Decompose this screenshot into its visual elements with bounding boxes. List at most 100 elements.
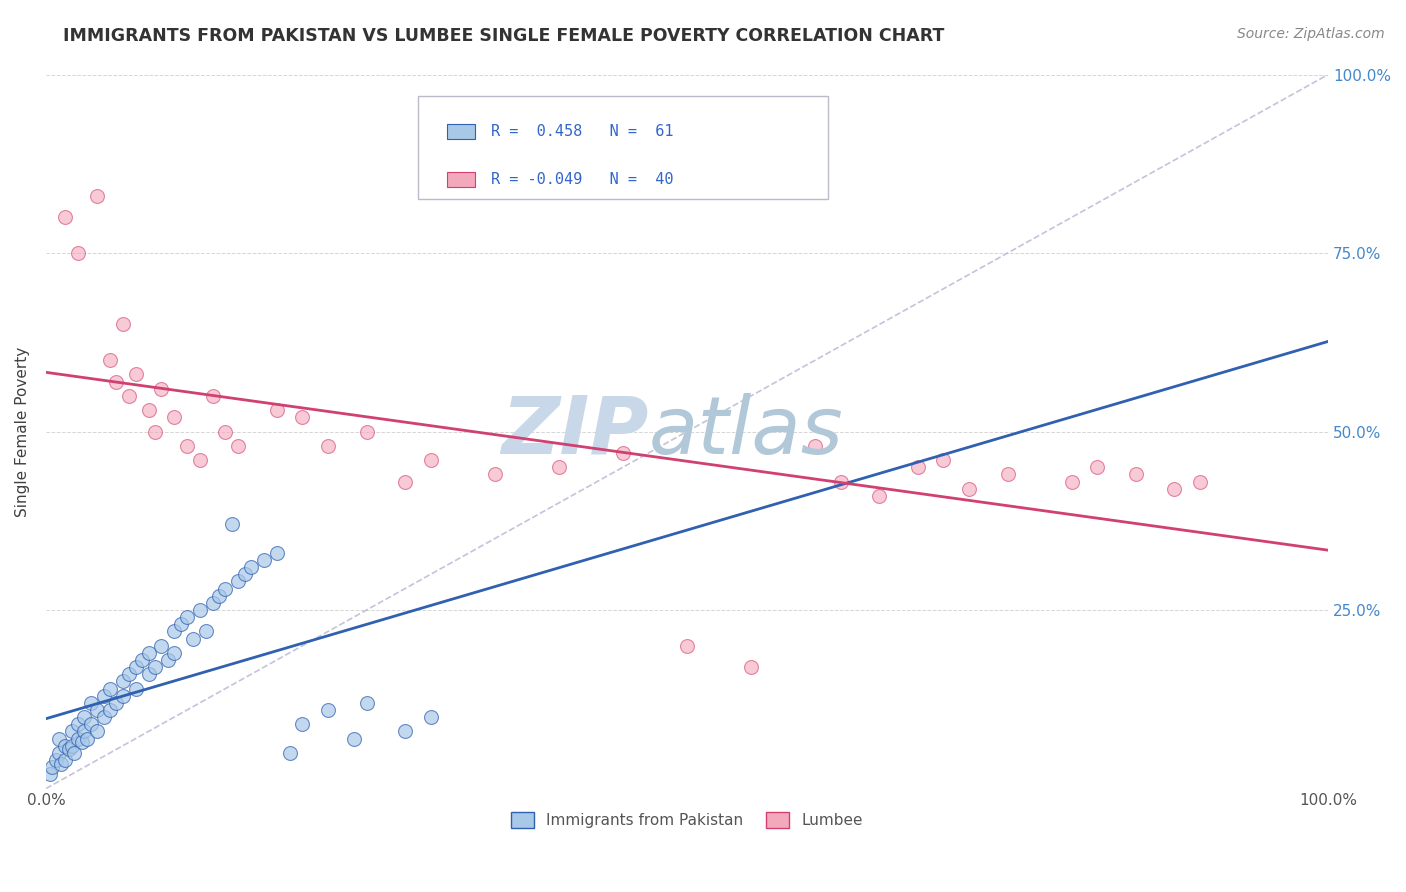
Point — [419, 710, 441, 724]
Point — [316, 439, 339, 453]
Point — [253, 553, 276, 567]
Point — [195, 624, 218, 639]
Point — [131, 653, 153, 667]
Point — [830, 475, 852, 489]
Point — [612, 446, 634, 460]
Point — [226, 574, 249, 589]
Point — [125, 368, 148, 382]
Point — [740, 660, 762, 674]
Point — [53, 739, 76, 753]
Point — [38, 767, 60, 781]
Point — [138, 403, 160, 417]
Point — [70, 735, 93, 749]
Point — [291, 717, 314, 731]
Point — [150, 639, 173, 653]
Legend: Immigrants from Pakistan, Lumbee: Immigrants from Pakistan, Lumbee — [505, 806, 869, 834]
Point — [214, 582, 236, 596]
Point — [291, 410, 314, 425]
Point — [316, 703, 339, 717]
Point — [80, 717, 103, 731]
Point — [997, 467, 1019, 482]
Point — [98, 353, 121, 368]
Point — [111, 689, 134, 703]
Point — [804, 439, 827, 453]
Point — [394, 724, 416, 739]
Text: R =  0.458   N =  61: R = 0.458 N = 61 — [491, 124, 673, 139]
Point — [907, 460, 929, 475]
Point — [86, 189, 108, 203]
FancyBboxPatch shape — [447, 124, 475, 139]
Point — [188, 603, 211, 617]
Point — [125, 681, 148, 696]
Point — [73, 724, 96, 739]
Point — [1125, 467, 1147, 482]
Point — [118, 389, 141, 403]
Point — [105, 375, 128, 389]
Point — [484, 467, 506, 482]
Point — [169, 617, 191, 632]
Point — [278, 746, 301, 760]
Point — [343, 731, 366, 746]
Point — [60, 739, 83, 753]
Point — [80, 696, 103, 710]
Point — [201, 389, 224, 403]
FancyBboxPatch shape — [418, 96, 828, 200]
Text: Source: ZipAtlas.com: Source: ZipAtlas.com — [1237, 27, 1385, 41]
Text: atlas: atlas — [648, 392, 844, 470]
Point — [66, 246, 89, 260]
Point — [233, 567, 256, 582]
Point — [48, 731, 70, 746]
Point — [1188, 475, 1211, 489]
Point — [188, 453, 211, 467]
Point — [547, 460, 569, 475]
Point — [138, 667, 160, 681]
Point — [98, 703, 121, 717]
Point — [48, 746, 70, 760]
Point — [163, 410, 186, 425]
Point — [1085, 460, 1108, 475]
Point — [208, 589, 231, 603]
Point — [394, 475, 416, 489]
Point — [73, 710, 96, 724]
Point — [221, 517, 243, 532]
Point — [214, 425, 236, 439]
Point — [266, 403, 288, 417]
Point — [98, 681, 121, 696]
Y-axis label: Single Female Poverty: Single Female Poverty — [15, 346, 30, 516]
Point — [932, 453, 955, 467]
Point — [138, 646, 160, 660]
Text: IMMIGRANTS FROM PAKISTAN VS LUMBEE SINGLE FEMALE POVERTY CORRELATION CHART: IMMIGRANTS FROM PAKISTAN VS LUMBEE SINGL… — [63, 27, 945, 45]
Point — [419, 453, 441, 467]
Point — [957, 482, 980, 496]
Point — [118, 667, 141, 681]
Point — [93, 689, 115, 703]
Point — [163, 624, 186, 639]
Point — [41, 760, 63, 774]
Text: ZIP: ZIP — [501, 392, 648, 470]
Point — [93, 710, 115, 724]
Point — [111, 674, 134, 689]
Point — [66, 731, 89, 746]
Point — [45, 753, 67, 767]
Point — [150, 382, 173, 396]
Point — [76, 731, 98, 746]
Point — [176, 439, 198, 453]
Point — [125, 660, 148, 674]
Point — [111, 318, 134, 332]
Point — [143, 425, 166, 439]
Point — [86, 703, 108, 717]
Point — [63, 746, 86, 760]
Point — [51, 756, 73, 771]
Point — [156, 653, 179, 667]
Point — [183, 632, 205, 646]
Point — [105, 696, 128, 710]
Point — [86, 724, 108, 739]
Point — [266, 546, 288, 560]
Point — [676, 639, 699, 653]
Point — [176, 610, 198, 624]
Point — [356, 696, 378, 710]
Point — [1060, 475, 1083, 489]
Point — [226, 439, 249, 453]
Point — [53, 211, 76, 225]
Text: R = -0.049   N =  40: R = -0.049 N = 40 — [491, 172, 673, 187]
